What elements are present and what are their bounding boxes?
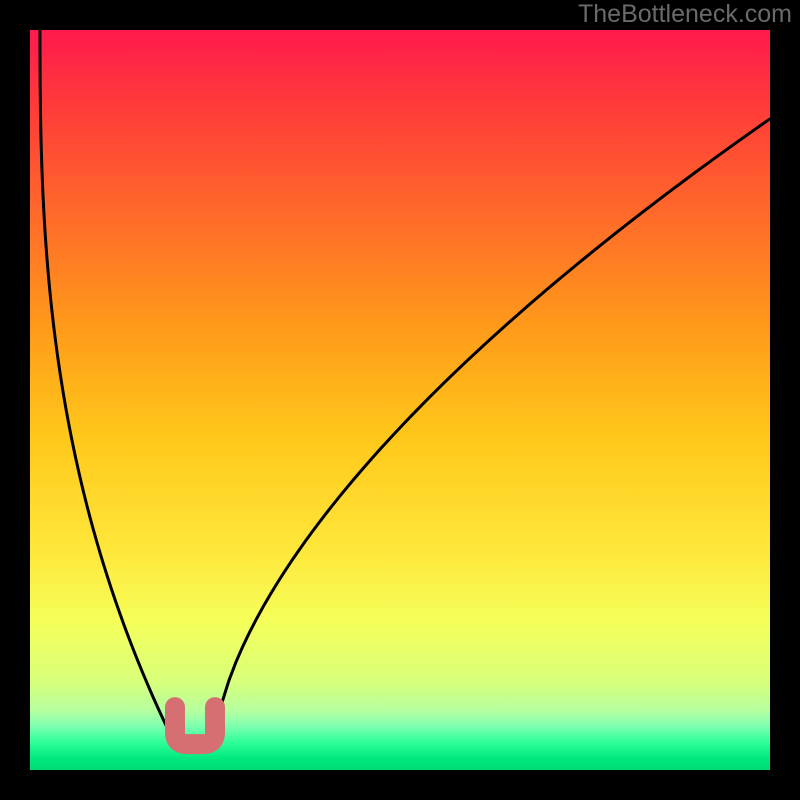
watermark-text: TheBottleneck.com bbox=[578, 0, 792, 29]
chart-svg bbox=[0, 0, 800, 800]
chart-stage: TheBottleneck.com bbox=[0, 0, 800, 800]
plot-background bbox=[30, 30, 770, 770]
